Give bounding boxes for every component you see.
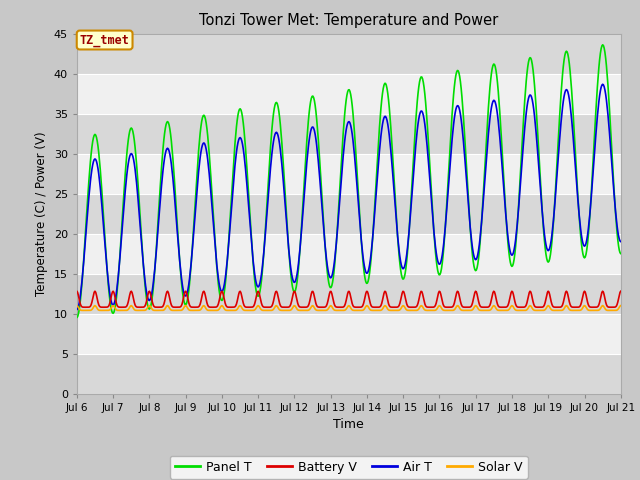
Bar	[77, 34, 621, 73]
Legend: Panel T, Battery V, Air T, Solar V: Panel T, Battery V, Air T, Solar V	[170, 456, 528, 479]
X-axis label: Time: Time	[333, 418, 364, 431]
Bar	[77, 193, 621, 234]
Bar	[77, 234, 621, 274]
Bar	[77, 274, 621, 313]
Bar	[77, 114, 621, 154]
Y-axis label: Temperature (C) / Power (V): Temperature (C) / Power (V)	[35, 132, 48, 296]
Title: Tonzi Tower Met: Temperature and Power: Tonzi Tower Met: Temperature and Power	[199, 13, 499, 28]
Bar	[77, 313, 621, 354]
Text: TZ_tmet: TZ_tmet	[80, 34, 129, 47]
Bar	[77, 154, 621, 193]
Bar	[77, 73, 621, 114]
Bar	[77, 354, 621, 394]
